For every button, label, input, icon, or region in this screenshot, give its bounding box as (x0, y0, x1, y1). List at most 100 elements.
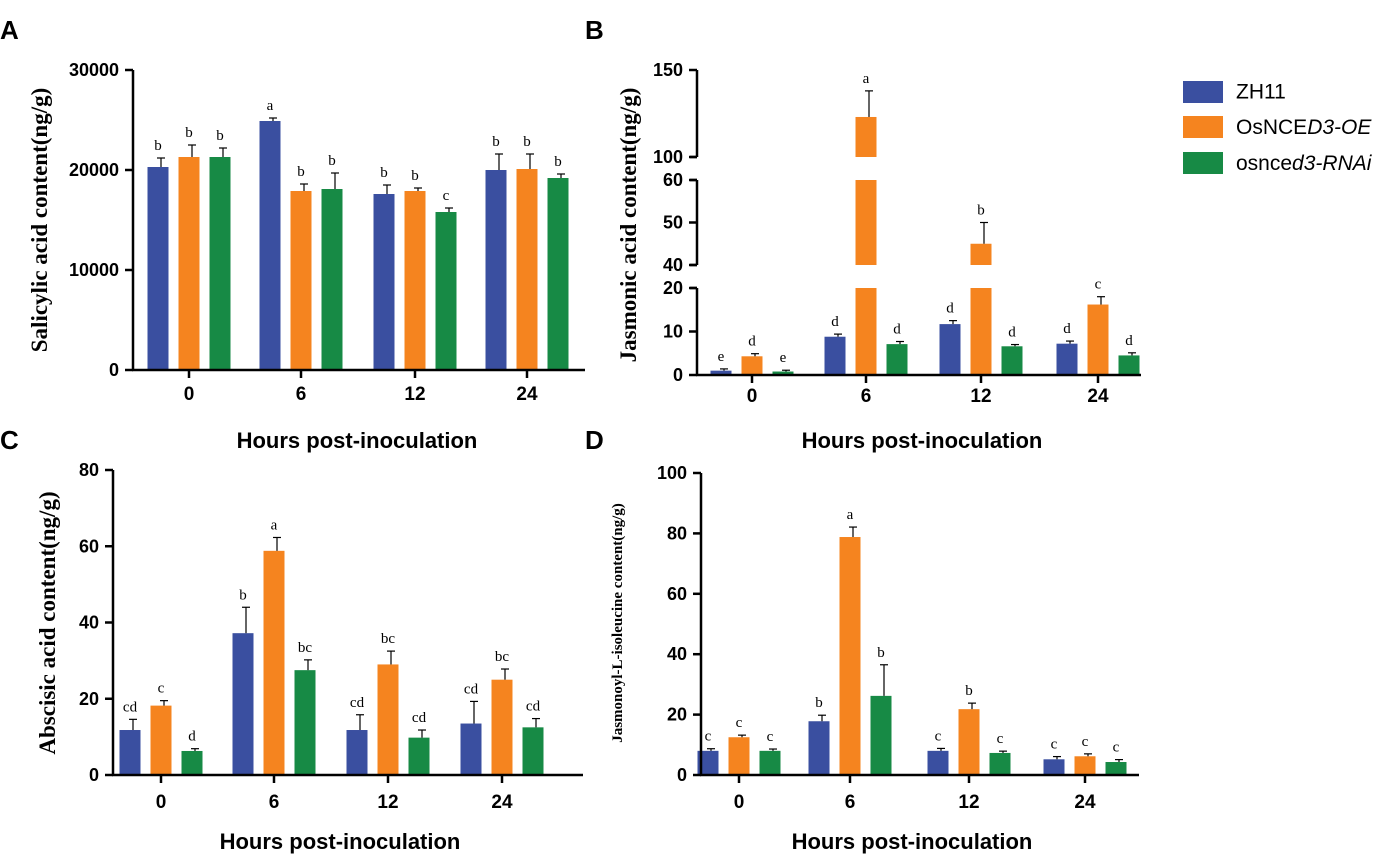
significance-letter: c (1095, 277, 1102, 293)
y-tick-label: 0 (673, 365, 683, 385)
x-tick-label: 0 (184, 384, 195, 405)
bar-rnai-24h (1118, 355, 1140, 375)
significance-letter: c (1082, 734, 1089, 750)
significance-letter: cd (412, 710, 427, 726)
significance-letter: b (492, 134, 500, 150)
y-tick-label: 60 (667, 584, 687, 604)
bar-zh11-0h (119, 730, 141, 775)
bar-rnai-0h (209, 157, 231, 370)
significance-letter: d (1125, 333, 1133, 349)
significance-letter: a (863, 71, 870, 87)
y-tick-label: 40 (667, 644, 687, 664)
bar-zh11-6h (808, 721, 830, 775)
bar-oe-0h (741, 356, 763, 375)
y-tick-label: 100 (653, 147, 683, 167)
bar-zh11-6h (259, 121, 281, 370)
y-tick-label: 0 (677, 765, 687, 785)
y-tick-label: 20 (663, 278, 683, 298)
significance-letter: d (831, 314, 839, 330)
bar-oe-6h (290, 191, 312, 370)
x-axis-label: Hours post-inoculation (237, 428, 478, 453)
y-axis-label: Salicylic acid content(ng/g) (27, 88, 52, 352)
significance-letter: e (718, 349, 725, 365)
x-tick-label: 0 (747, 386, 758, 407)
x-tick-label: 12 (958, 792, 979, 813)
significance-letter: d (188, 729, 196, 745)
significance-letter: cd (350, 695, 365, 711)
significance-letter: bc (495, 649, 510, 665)
bar-rnai-6h (294, 670, 316, 775)
significance-letter: a (847, 507, 854, 523)
bar-rnai-0h (181, 750, 203, 775)
bar-zh11-0h (697, 750, 719, 775)
x-axis-label: Hours post-inoculation (220, 829, 461, 854)
legend-swatch-rnai (1183, 152, 1223, 174)
significance-letter: b (380, 165, 388, 181)
bar-oe-6h (839, 537, 861, 775)
y-tick-label: 30000 (69, 60, 119, 80)
significance-letter: d (893, 322, 901, 338)
significance-letter: b (965, 683, 973, 699)
bar-oe-0h (728, 737, 750, 775)
bar-oe-24h (516, 169, 538, 370)
x-tick-label: 12 (970, 386, 991, 407)
panel-letter: D (585, 425, 604, 455)
x-tick-label: 24 (1087, 386, 1109, 407)
bar-oe-12h (404, 191, 426, 370)
bar-oe-24h (1087, 304, 1109, 375)
significance-letter: d (946, 301, 954, 317)
bar-oe-6h (263, 550, 285, 775)
bar-zh11-0h (147, 167, 169, 370)
y-axis-label: Jasmonic acid content(ng/g) (616, 88, 641, 363)
significance-letter: bc (381, 631, 396, 647)
bar-oe-0h (150, 705, 172, 775)
y-tick-label: 10000 (69, 260, 119, 280)
significance-letter: c (1051, 737, 1058, 753)
x-tick-label: 24 (516, 384, 538, 405)
x-tick-label: 12 (404, 384, 425, 405)
significance-letter: b (815, 695, 823, 711)
significance-letter: c (935, 728, 942, 744)
significance-letter: c (767, 729, 774, 745)
bar-rnai-6h (321, 189, 343, 370)
bar-rnai-6h (870, 695, 892, 775)
y-tick-label: 20 (667, 705, 687, 725)
y-axis-label: Jasmonoyl-L-isoleucine content(ng/g) (610, 503, 626, 743)
bar-rnai-24h (1105, 762, 1127, 775)
bar-zh11-24h (460, 723, 482, 775)
bar-oe-12h (970, 243, 992, 265)
bar-rnai-0h (772, 371, 794, 375)
bar-rnai-12h (435, 212, 457, 370)
significance-letter: d (748, 334, 756, 350)
bar-zh11-24h (485, 170, 507, 370)
bar-oe-0h (178, 157, 200, 370)
x-tick-label: 6 (861, 386, 872, 407)
legend-label-rnai: osnced3-RNAi (1236, 152, 1373, 175)
y-tick-label: 60 (79, 536, 99, 556)
legend-label-zh11: ZH11 (1236, 81, 1286, 104)
bar-zh11-12h (939, 324, 961, 375)
panel-d: Dc b c c c a b c c b c c 0 20 40 60 80 100 0 6 12 24 Hours pos… (585, 425, 1139, 854)
bar-rnai-12h (989, 752, 1011, 775)
bar-oe-12h (958, 709, 980, 775)
x-tick-label: 24 (1074, 792, 1096, 813)
x-tick-label: 6 (296, 384, 307, 405)
bar-rnai-6h (886, 344, 908, 375)
significance-letter: c (1113, 740, 1120, 756)
significance-letter: c (997, 731, 1004, 747)
bar-zh11-24h (1043, 759, 1065, 775)
bar-oe-12h (377, 664, 399, 775)
bar-oe-24h (491, 679, 513, 775)
panel-b: Be d d d d a b c e d d d 0 10 20 40 50 60 100 150 0 6 12 24 Hour… (585, 15, 1141, 453)
significance-letter: b (216, 128, 224, 144)
bar-rnai-12h (1001, 346, 1023, 375)
y-tick-label: 80 (79, 460, 99, 480)
bar-oe-6h (855, 180, 877, 265)
bar-zh11-12h (927, 750, 949, 775)
bar-rnai-12h (408, 737, 430, 775)
x-tick-label: 0 (156, 792, 167, 813)
x-axis-label: Hours post-inoculation (792, 829, 1033, 854)
legend-label-oe: OsNCED3-OE (1236, 116, 1372, 139)
bar-rnai-24h (547, 178, 569, 370)
